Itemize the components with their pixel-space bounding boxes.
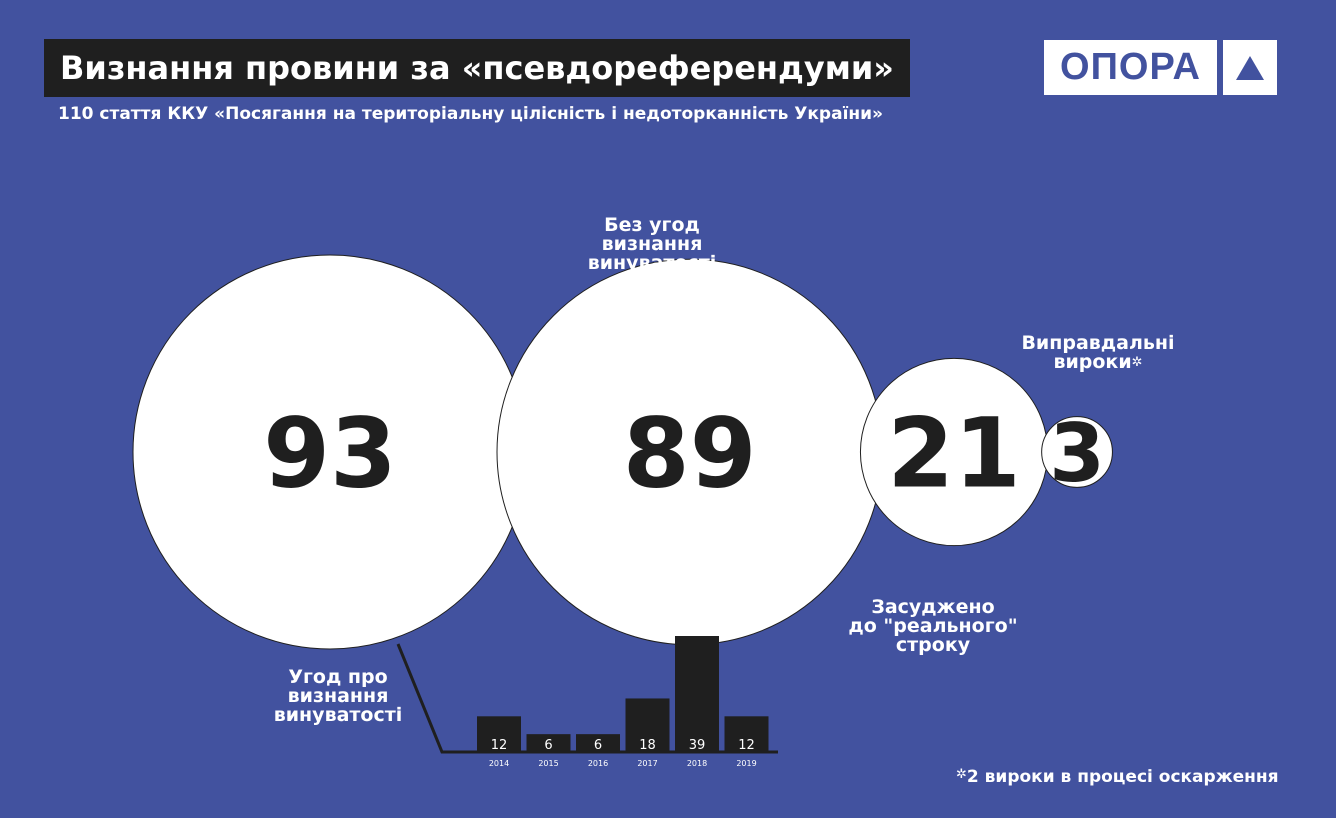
label-real-term-line: Засуджено <box>871 596 995 618</box>
label-no-agreements: Без угод визнання винуватості <box>572 216 732 273</box>
logo-text: ОПОРА <box>1060 46 1201 88</box>
label-real-term-line: строку <box>895 634 971 656</box>
footnote-star-icon: ✲ <box>956 767 967 782</box>
connector-line <box>396 643 468 754</box>
label-no-agreements-line: визнання <box>601 233 703 255</box>
bar-2015 <box>526 734 571 752</box>
label-agreements: Угод про визнання винуватості <box>258 668 418 725</box>
bar-year-label: 2018 <box>687 759 707 768</box>
bubble-value-label: 93 <box>263 398 397 510</box>
logo-separator <box>1217 40 1223 95</box>
bubble-value-label: 89 <box>623 398 757 510</box>
triangle-icon <box>1223 40 1277 95</box>
label-acquittals: Виправдальні вироки✲ <box>1018 334 1178 372</box>
label-no-agreements-line: винуватості <box>587 252 717 274</box>
label-real-term-line: до "реального" <box>848 615 1018 637</box>
label-agreements-line: визнання <box>287 685 389 707</box>
bar-year-label: 2017 <box>637 759 657 768</box>
bar-2019 <box>724 716 769 752</box>
bar-2014 <box>477 716 521 752</box>
bar-value-label: 39 <box>689 738 706 753</box>
bar-year-label: 2016 <box>588 759 608 768</box>
bar-value-label: 6 <box>594 738 602 753</box>
label-agreements-line: Угод про <box>288 666 388 688</box>
label-acquittals-text: вироки <box>1053 351 1132 373</box>
bar-year-label: 2014 <box>489 759 509 768</box>
label-agreements-line: винуватості <box>273 704 403 726</box>
label-acquittals-line: вироки✲ <box>1018 353 1178 372</box>
bar-value-label: 6 <box>544 738 552 753</box>
bar-value-label: 12 <box>491 738 508 753</box>
opora-logo: ОПОРА <box>1044 40 1277 95</box>
page-title: Визнання провини за «псевдореферендуми» <box>60 49 894 87</box>
label-real-term: Засуджено до "реального" строку <box>838 598 1028 655</box>
bar-2017 <box>625 698 670 752</box>
footnote-marker-icon: ✲ <box>1131 355 1143 370</box>
bubble-value-label: 3 <box>1049 407 1105 500</box>
bar-value-label: 12 <box>738 738 755 753</box>
bubble-3 <box>1041 416 1113 488</box>
page-subtitle: 110 стаття ККУ «Посягання на територіаль… <box>58 104 884 124</box>
bar-2016 <box>576 734 620 752</box>
label-acquittals-line: Виправдальні <box>1021 332 1175 354</box>
bar-2018 <box>675 636 719 752</box>
title-box: Визнання провини за «псевдореферендуми» <box>44 39 910 97</box>
bubble-value-label: 21 <box>887 398 1021 510</box>
bar-year-label: 2015 <box>538 759 558 768</box>
bar-year-label: 2019 <box>736 759 756 768</box>
bar-value-label: 18 <box>639 738 656 753</box>
label-no-agreements-line: Без угод <box>604 214 700 236</box>
footnote-text: 2 вироки в процесі оскарження <box>966 767 1279 787</box>
footnote: ✲2 вироки в процесі оскарження <box>956 767 1279 787</box>
